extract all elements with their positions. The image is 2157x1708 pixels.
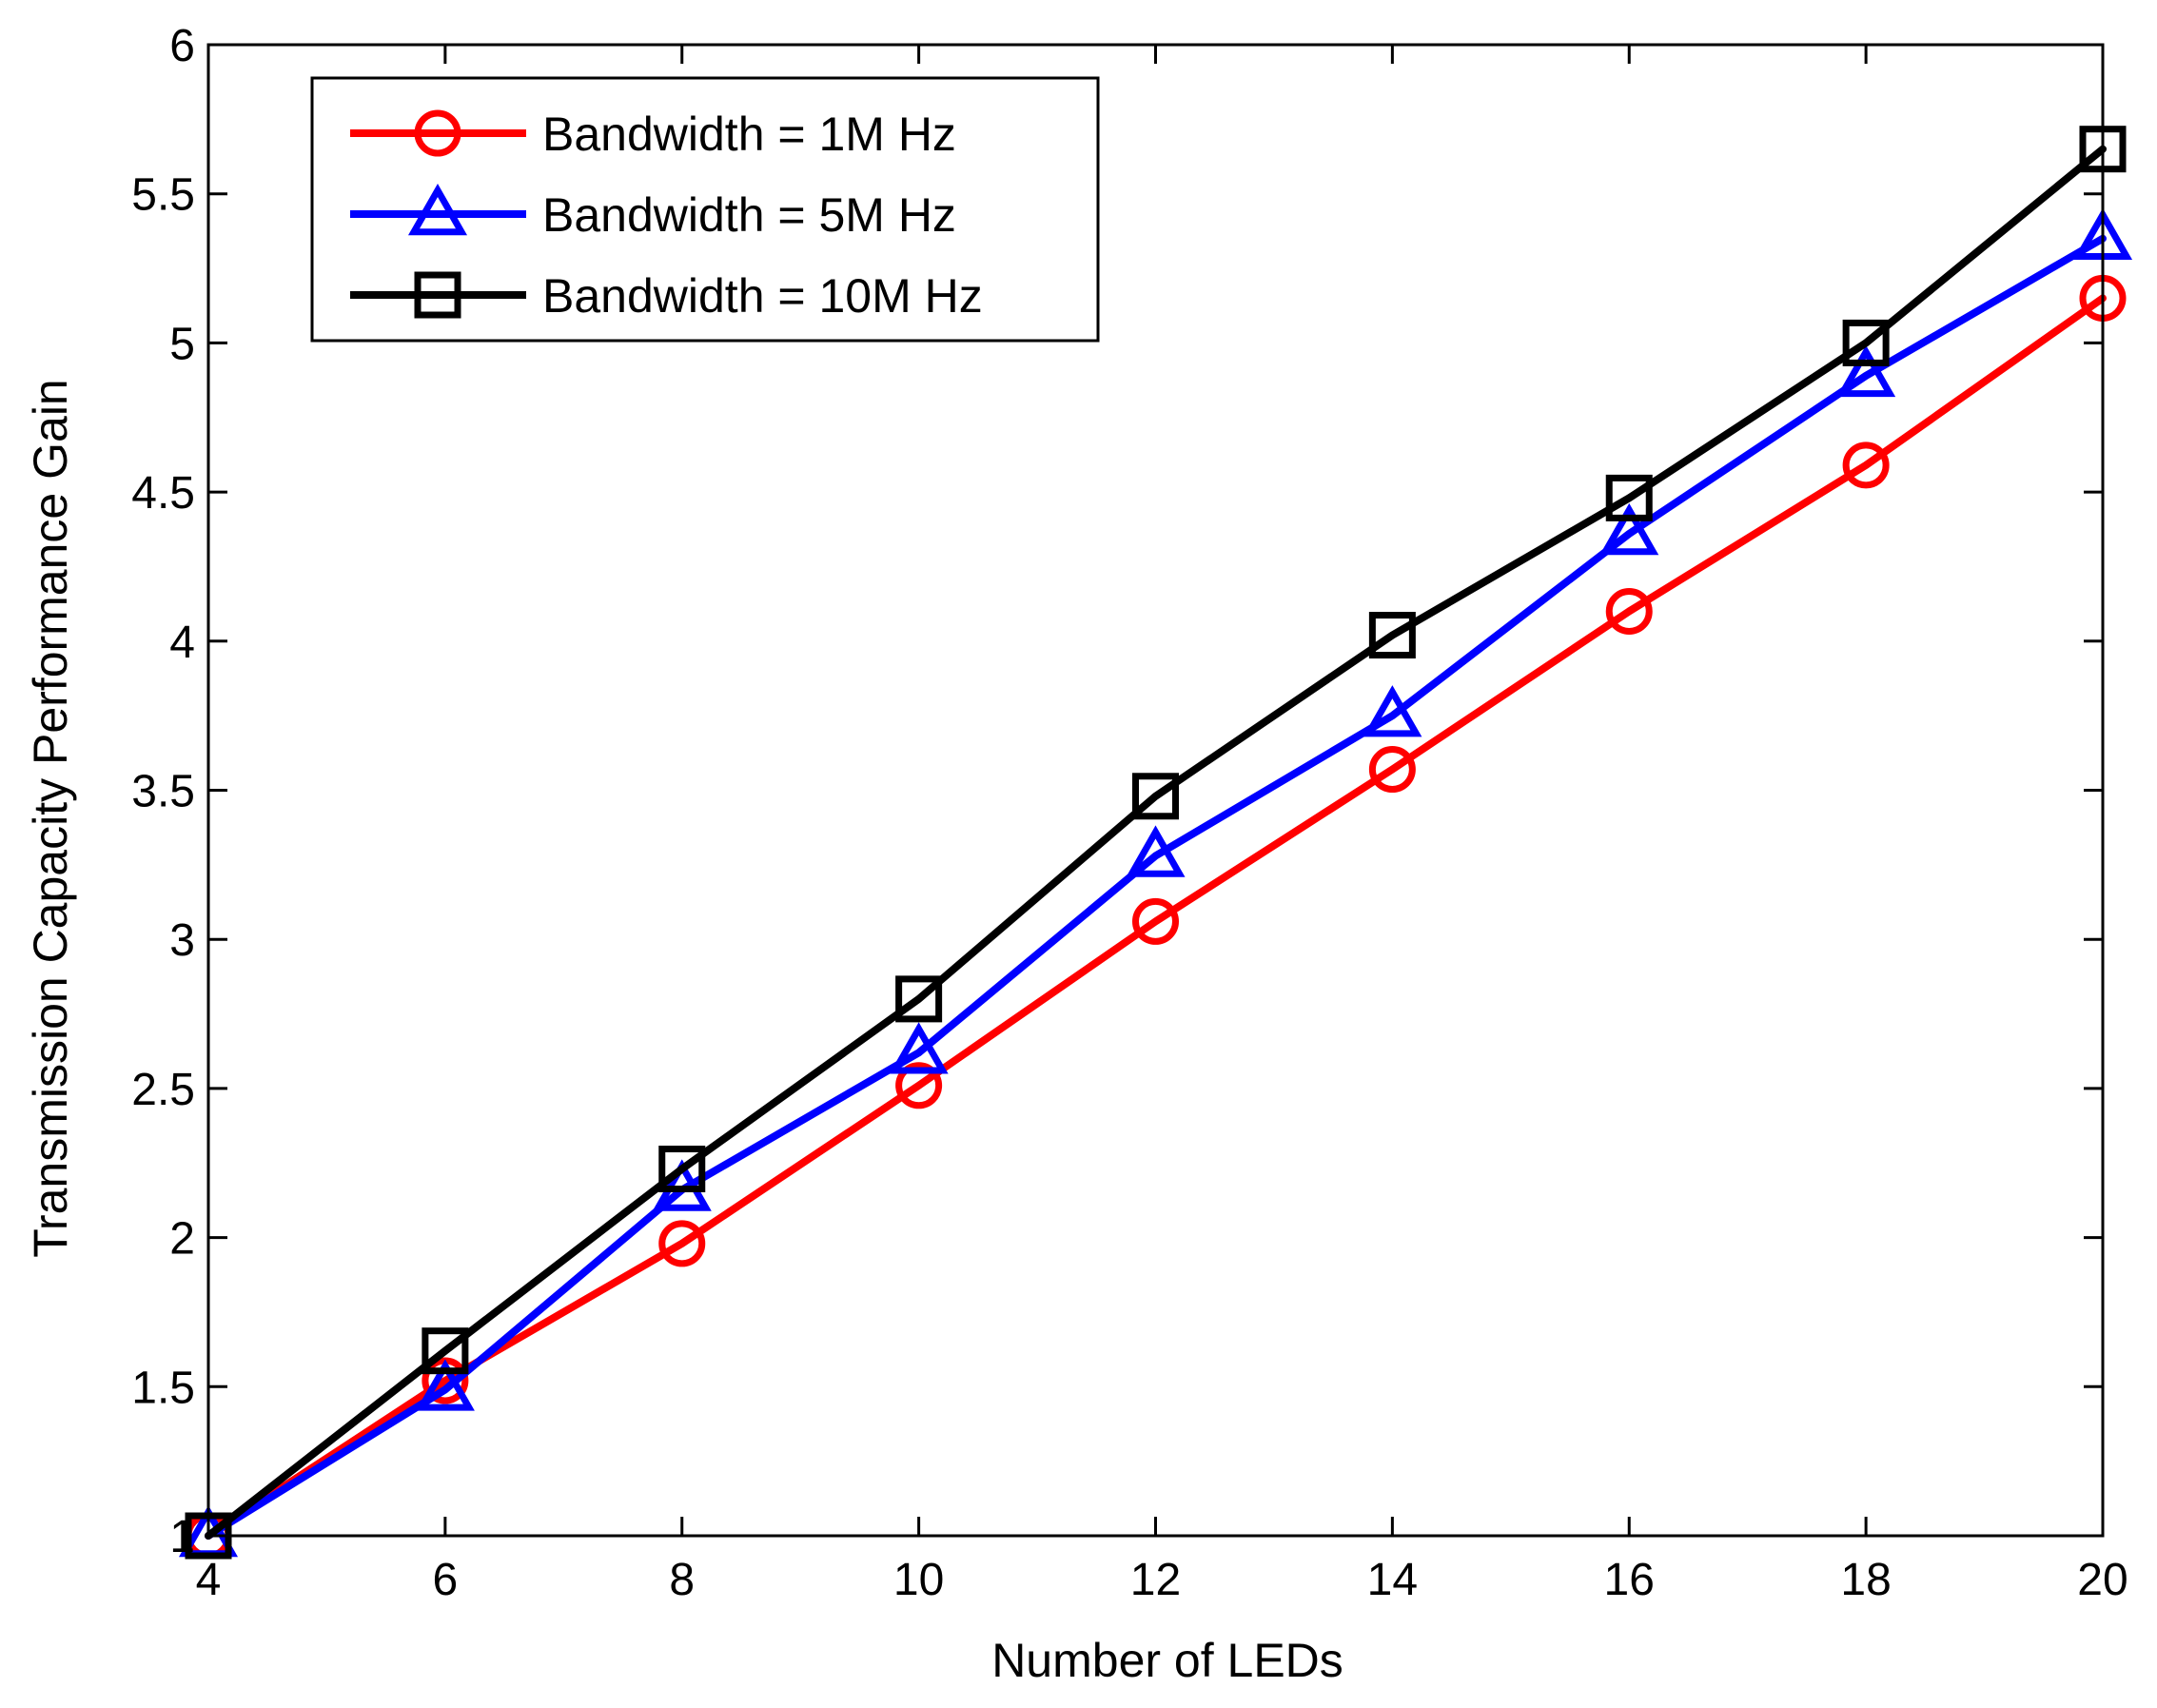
legend-item-3: Bandwidth = 10M Hz [350, 269, 983, 323]
x-tick-label: 10 [893, 1555, 944, 1605]
y-tick-label: 3.5 [131, 767, 195, 817]
series-3-point-6 [1368, 612, 1416, 659]
series-1-point-8 [1842, 442, 1890, 489]
series-2-line [205, 234, 2107, 1540]
legend: Bandwidth = 1M Hz Bandwidth = 5M Hz Bandwi… [310, 76, 1100, 343]
series-1-point-4 [895, 1062, 943, 1109]
series-2-point-7 [1599, 502, 1659, 556]
x-tick-label: 4 [196, 1555, 222, 1605]
y-tick-label: 4 [169, 618, 195, 668]
y-tick-label: 4.5 [131, 468, 195, 519]
x-tick-label: 6 [433, 1555, 459, 1605]
series-1-point-5 [1132, 897, 1179, 945]
legend-label: Bandwidth = 5M Hz [542, 188, 956, 242]
series-3-point-3 [658, 1146, 706, 1193]
series-2-point-4 [889, 1022, 949, 1074]
legend-marker [414, 109, 461, 157]
y-tick-label: 2.5 [131, 1065, 195, 1115]
legend-item-1: Bandwidth = 1M Hz [350, 108, 956, 161]
series-1-point-7 [1605, 587, 1653, 635]
x-tick-label: 18 [1840, 1555, 1891, 1605]
legend-marker [407, 183, 468, 236]
series-3-point-8 [1842, 319, 1890, 366]
series-2-point-8 [1836, 344, 1896, 398]
x-tick-label: 8 [669, 1555, 695, 1605]
series-3-point-2 [422, 1327, 469, 1375]
y-tick-label: 3 [169, 915, 195, 966]
x-tick-label: 12 [1130, 1555, 1181, 1605]
legend-label: Bandwidth = 10M Hz [542, 269, 983, 323]
x-tick-label: 20 [2077, 1555, 2128, 1605]
y-axis-title: Transmission Capacity Performance Gain [24, 379, 77, 1258]
series-3-line [205, 145, 2107, 1540]
y-tick-label: 6 [169, 21, 195, 71]
legend-item-2: Bandwidth = 5M Hz [350, 183, 956, 242]
legend-label: Bandwidth = 1M Hz [542, 108, 956, 161]
axes-layer: 4 6 8 10 12 14 16 18 20 1 1.5 2 2.5 3 3.5 4 4.5 5 5.5 6 [131, 21, 2128, 1605]
series-1-point-3 [658, 1220, 706, 1267]
legend-marker [414, 271, 461, 319]
series-3-point-5 [1132, 773, 1179, 820]
series-1-line [205, 294, 2107, 1540]
series-2-point-5 [1126, 825, 1186, 877]
series-1-point-6 [1368, 746, 1416, 794]
series-3-point-7 [1605, 474, 1653, 521]
series-3-point-4 [895, 975, 943, 1023]
x-tick-label: 14 [1367, 1555, 1418, 1605]
y-tick-label: 5.5 [131, 170, 195, 221]
y-tick-label: 1.5 [131, 1363, 195, 1413]
y-tick-label: 5 [169, 319, 195, 369]
x-axis-title: Number of LEDs [991, 1634, 1343, 1687]
x-tick-label: 16 [1604, 1555, 1655, 1605]
series-2-point-6 [1363, 685, 1422, 737]
y-tick-label: 2 [169, 1214, 195, 1265]
series-2-point-2 [415, 1359, 475, 1411]
y-tick-label: 1 [169, 1512, 195, 1562]
